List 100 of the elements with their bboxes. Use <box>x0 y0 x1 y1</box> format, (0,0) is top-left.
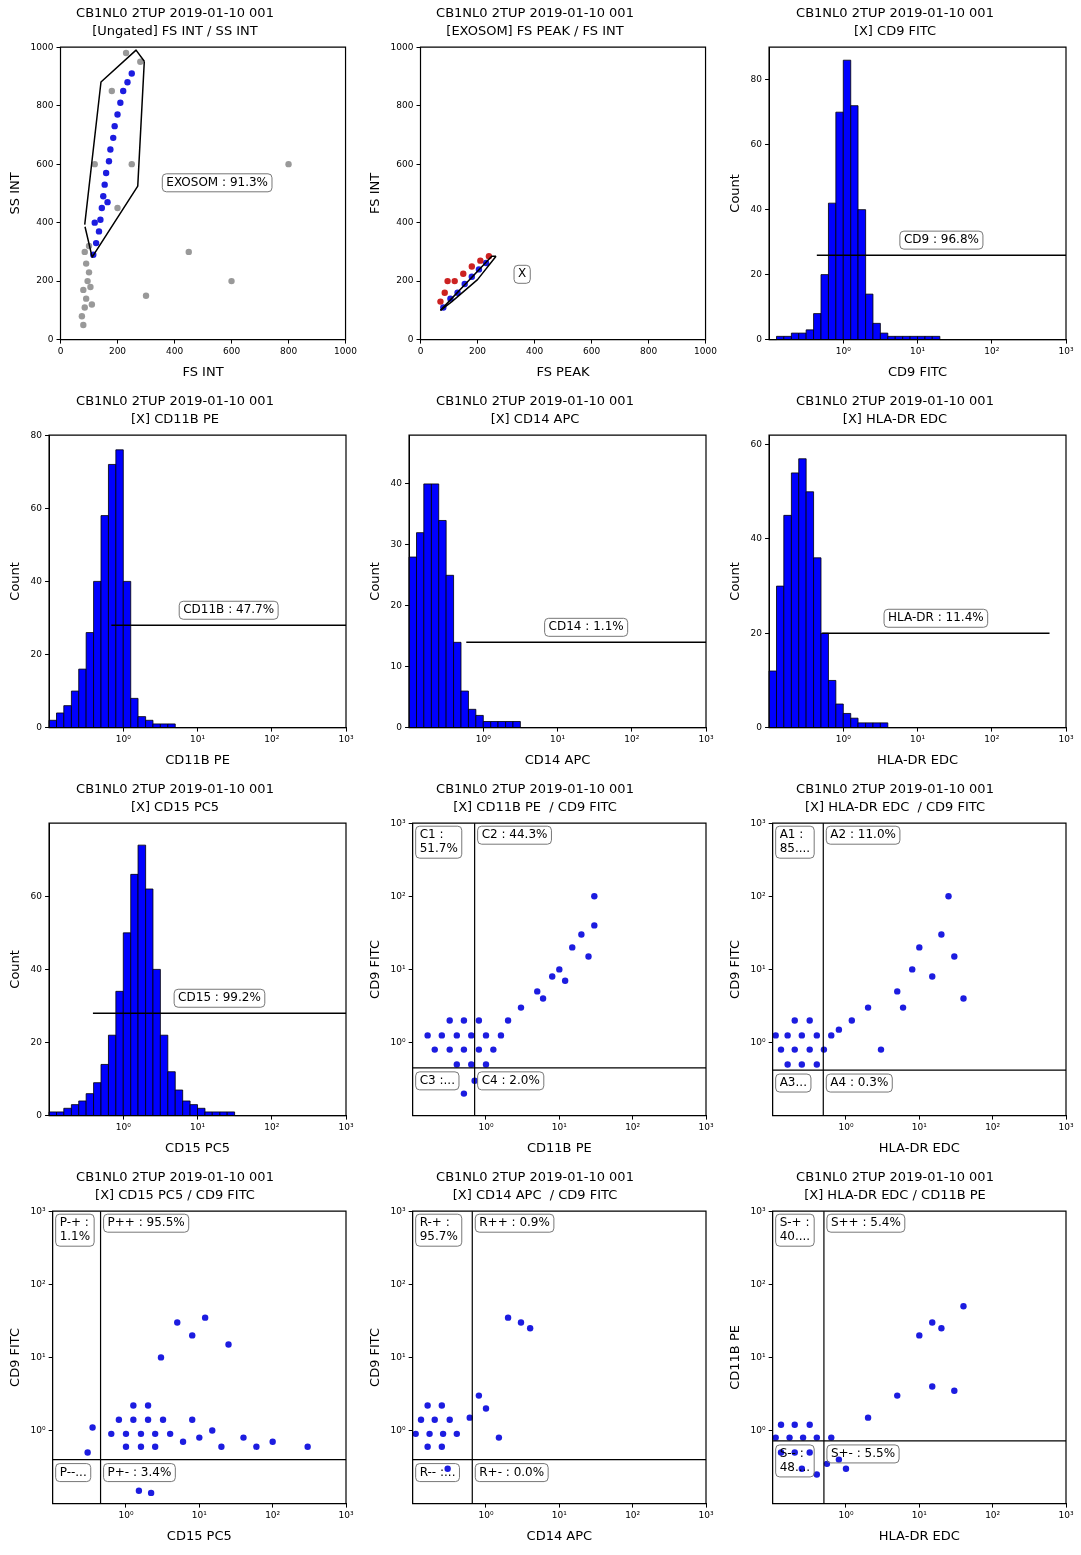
y-axis-title: CD9 FITC <box>7 1327 23 1387</box>
annotation: A4 : 0.3% <box>830 1075 889 1090</box>
x-tick-label: 10³ <box>1058 734 1074 745</box>
x-tick-label: 10³ <box>1058 346 1074 357</box>
y-tick-label: 600 <box>396 158 414 169</box>
y-tick-label: 20 <box>390 600 403 611</box>
y-tick-label: 10¹ <box>750 963 767 974</box>
annotation: C1 : 51.7% <box>419 827 458 856</box>
chart-subtitle: [Ungated] FS INT / SS INT <box>92 22 258 38</box>
chart-subtitle: [X] CD9 FITC <box>853 22 937 38</box>
y-tick-label: 60 <box>750 438 763 449</box>
x-axis-title: CD15 PC5 <box>166 1527 232 1543</box>
y-tick-label: 1000 <box>30 41 54 52</box>
y-tick-label: 10³ <box>750 1205 767 1216</box>
chart-title: CB1NL0 2TUP 2019-01-10 001 <box>76 781 274 797</box>
annotation: P--... <box>59 1464 87 1479</box>
chart-subtitle: [X] CD15 PC5 / CD9 FITC <box>95 1186 255 1202</box>
y-tick-label: 800 <box>36 100 54 111</box>
y-tick-label: 10¹ <box>390 1351 407 1362</box>
x-tick-label: 10⁰ <box>835 734 852 745</box>
x-tick-label: 10² <box>984 346 1000 357</box>
chart-title: CB1NL0 2TUP 2019-01-10 001 <box>796 781 994 797</box>
y-tick-label: 10² <box>390 1278 407 1289</box>
x-tick-label: 10² <box>625 1122 641 1133</box>
y-axis-title: Count <box>727 174 743 213</box>
x-axis-title: FS PEAK <box>536 363 591 379</box>
y-tick-label: 10¹ <box>390 963 407 974</box>
x-tick-label: 10⁰ <box>475 734 492 745</box>
y-tick-label: 10⁰ <box>30 1424 47 1435</box>
series-label: HLA-DR : 11.4% <box>888 610 984 625</box>
x-axis-title: CD11B PE <box>526 1139 592 1155</box>
x-tick-label: 10³ <box>1058 1122 1074 1133</box>
y-tick-label: 1000 <box>390 41 414 52</box>
y-axis-title: SS INT <box>7 172 23 215</box>
y-tick-label: 10¹ <box>750 1351 767 1362</box>
series-label: CD11B : 47.7% <box>183 602 275 617</box>
chart-title: CB1NL0 2TUP 2019-01-10 001 <box>76 393 274 409</box>
x-tick-label: 400 <box>165 346 184 357</box>
chart-title: CB1NL0 2TUP 2019-01-10 001 <box>796 393 994 409</box>
y-tick-label: 200 <box>396 275 414 286</box>
annotation: R-- :... <box>419 1464 456 1479</box>
annotation: S++ : 5.4% <box>830 1215 901 1230</box>
y-tick-label: 60 <box>30 890 43 901</box>
annotation: A3... <box>779 1075 807 1090</box>
y-tick-label: 80 <box>750 74 763 85</box>
y-tick-label: 400 <box>36 216 54 227</box>
x-tick-label: 800 <box>279 346 298 357</box>
y-tick-label: 0 <box>396 721 403 732</box>
annotation: R+- : 0.0% <box>479 1464 545 1479</box>
x-tick-label: 10¹ <box>911 1510 928 1521</box>
chart-title: CB1NL0 2TUP 2019-01-10 001 <box>796 1169 994 1185</box>
x-tick-label: 10⁰ <box>478 1122 494 1133</box>
x-tick-label: 10² <box>985 1510 1001 1521</box>
x-axis-title: CD15 PC5 <box>165 1139 230 1155</box>
y-tick-label: 0 <box>47 333 54 344</box>
y-tick-label: 0 <box>36 1109 43 1120</box>
text: EXOSOM : 91.3% <box>166 174 269 189</box>
annotation: C4 : 2.0% <box>481 1072 540 1087</box>
y-tick-label: 20 <box>750 627 763 638</box>
x-tick-label: 10⁰ <box>115 734 132 745</box>
chart-subtitle: [X] HLA-DR EDC / CD9 FITC <box>804 798 986 814</box>
y-axis-title: CD9 FITC <box>367 1327 383 1387</box>
x-axis-title: HLA-DR EDC <box>878 1527 960 1543</box>
chart-title: CB1NL0 2TUP 2019-01-10 001 <box>436 1169 634 1185</box>
chart-subtitle: [X] HLA-DR EDC / CD11B PE <box>804 1186 986 1202</box>
chart-subtitle: [X] HLA-DR EDC <box>842 410 948 426</box>
annotation: P++ : 95.5% <box>107 1215 185 1230</box>
y-tick-label: 40 <box>30 963 43 974</box>
chart-title: CB1NL0 2TUP 2019-01-10 001 <box>76 1169 274 1185</box>
x-tick-label: 800 <box>639 346 658 357</box>
y-tick-label: 10⁰ <box>390 1424 407 1435</box>
x-tick-label: 1000 <box>334 346 358 357</box>
x-tick-label: 10¹ <box>909 346 926 357</box>
x-tick-label: 200 <box>108 346 127 357</box>
text: X <box>518 266 527 281</box>
annotation: A1 : 85.... <box>779 827 811 856</box>
y-tick-label: 200 <box>36 275 54 286</box>
chart-title: CB1NL0 2TUP 2019-01-10 001 <box>76 5 274 21</box>
y-tick-label: 10² <box>30 1278 47 1289</box>
series-label: CD9 : 96.8% <box>903 232 979 247</box>
x-tick-label: 10² <box>985 1122 1001 1133</box>
y-tick-label: 0 <box>756 333 763 344</box>
y-axis-title: Count <box>367 562 383 601</box>
y-tick-label: 0 <box>407 333 414 344</box>
x-tick-label: 10² <box>264 734 280 745</box>
y-tick-label: 20 <box>30 1036 43 1047</box>
x-tick-label: 0 <box>417 346 424 357</box>
x-axis-title: HLA-DR EDC <box>878 1139 960 1155</box>
x-axis-title: HLA-DR EDC <box>876 751 959 767</box>
chart-title: CB1NL0 2TUP 2019-01-10 001 <box>436 781 634 797</box>
x-tick-label: 10⁰ <box>118 1510 134 1521</box>
y-tick-label: 800 <box>396 100 414 111</box>
x-tick-label: 10¹ <box>551 1510 568 1521</box>
x-tick-label: 10² <box>624 734 640 745</box>
y-tick-label: 10² <box>390 890 407 901</box>
x-tick-label: 10³ <box>698 1122 714 1133</box>
x-tick-label: 10³ <box>1058 1510 1074 1521</box>
chart-subtitle: [X] CD15 PC5 <box>130 798 220 814</box>
y-axis-title: Count <box>727 562 743 601</box>
y-tick-label: 10⁰ <box>750 1424 767 1435</box>
